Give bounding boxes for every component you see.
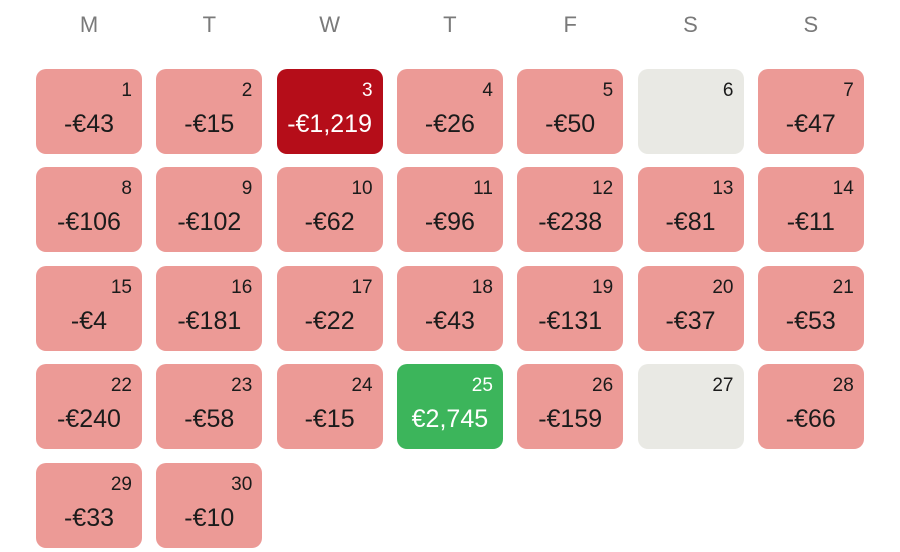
day-amount: -€15 — [184, 110, 235, 138]
day-number: 20 — [712, 276, 734, 298]
day-number: 11 — [473, 178, 493, 200]
day-amount: -€62 — [304, 208, 355, 237]
day-amount: -€22 — [304, 306, 355, 335]
day-amount: -€26 — [424, 110, 475, 138]
day-cell[interactable]: 6 — [637, 69, 744, 154]
day-cell[interactable]: 3 -€1,219 — [276, 69, 383, 154]
day-amount: -€47 — [785, 110, 836, 138]
day-cell[interactable]: 29 -€33 — [36, 462, 142, 548]
day-number: 19 — [592, 276, 614, 298]
day-number: 28 — [832, 375, 854, 397]
day-amount: -€4 — [70, 306, 108, 335]
day-amount: -€238 — [538, 208, 603, 237]
day-amount: -€81 — [665, 208, 716, 237]
day-number: 26 — [592, 375, 614, 397]
day-number: 14 — [832, 178, 854, 200]
day-cell[interactable]: 18 -€43 — [396, 265, 503, 351]
day-cell[interactable]: 23 -€58 — [156, 364, 263, 450]
day-number: 12 — [592, 178, 614, 200]
day-cell[interactable]: 19 -€131 — [517, 265, 624, 351]
day-number: 15 — [110, 276, 132, 298]
weekday-label: T — [202, 12, 217, 37]
day-number: 23 — [231, 375, 253, 397]
day-number: 4 — [482, 80, 493, 101]
day-amount: -€240 — [57, 405, 121, 434]
day-number: 10 — [351, 178, 373, 200]
day-number: 3 — [362, 80, 373, 101]
day-cell[interactable]: 26 -€159 — [517, 364, 624, 450]
day-cell[interactable]: 2 -€15 — [156, 69, 263, 154]
day-cell[interactable]: 1 -€43 — [36, 69, 142, 154]
day-number: 2 — [241, 80, 253, 101]
day-amount: -€131 — [538, 306, 603, 335]
day-cell[interactable]: 25 €2,745 — [396, 364, 503, 450]
day-amount: -€53 — [785, 306, 836, 335]
day-amount: -€11 — [786, 208, 835, 237]
day-cell[interactable]: 14 -€11 — [757, 167, 864, 253]
day-number: 30 — [231, 473, 253, 495]
day-number: 18 — [471, 276, 493, 298]
day-amount: -€96 — [424, 208, 475, 237]
day-cell[interactable]: 11 -€96 — [396, 167, 503, 253]
weekday-label: T — [443, 12, 457, 37]
day-cell[interactable]: 21 -€53 — [757, 265, 864, 351]
day-cell[interactable]: 7 -€47 — [757, 69, 864, 154]
day-cell[interactable]: 30 -€10 — [156, 462, 263, 548]
day-number: 25 — [471, 375, 493, 397]
day-amount: -€58 — [184, 405, 235, 434]
day-amount: -€15 — [304, 405, 355, 434]
day-amount: -€1,219 — [287, 110, 372, 138]
day-cell[interactable]: 22 -€240 — [36, 364, 142, 450]
day-number: 8 — [121, 178, 132, 200]
day-amount: -€102 — [177, 208, 242, 237]
weekday-label: S — [803, 12, 819, 37]
day-number: 21 — [832, 276, 854, 298]
day-number: 29 — [110, 473, 132, 495]
day-amount: -€181 — [177, 306, 242, 335]
day-number: 27 — [712, 375, 734, 397]
day-cell[interactable]: 8 -€106 — [36, 167, 142, 253]
day-number: 16 — [231, 276, 253, 298]
day-number: 9 — [241, 178, 253, 200]
day-number: 6 — [722, 80, 734, 101]
weekday-label: M — [79, 12, 99, 37]
day-cell[interactable]: 5 -€50 — [517, 69, 624, 154]
day-number: 22 — [110, 375, 132, 397]
day-cell[interactable]: 15 -€4 — [36, 265, 142, 351]
day-cell[interactable]: 17 -€22 — [276, 265, 383, 351]
day-cell[interactable]: 20 -€37 — [637, 265, 744, 351]
weekday-label: S — [683, 12, 698, 37]
day-amount: €2,745 — [411, 405, 489, 434]
day-cell[interactable]: 28 -€66 — [757, 364, 864, 450]
day-number: 24 — [351, 375, 373, 397]
weekday-label: F — [563, 12, 577, 37]
day-number: 13 — [712, 178, 734, 200]
day-amount: -€43 — [63, 110, 115, 138]
day-cell[interactable]: 24 -€15 — [276, 364, 383, 450]
day-cell[interactable]: 27 — [637, 364, 744, 450]
day-amount: -€10 — [184, 503, 235, 532]
day-amount: -€159 — [538, 405, 603, 434]
day-number: 1 — [121, 80, 132, 101]
day-cell[interactable]: 12 -€238 — [517, 167, 624, 253]
day-amount: -€37 — [665, 306, 716, 335]
day-cell[interactable]: 13 -€81 — [637, 167, 744, 253]
day-number: 7 — [843, 80, 854, 101]
day-cell[interactable]: 9 -€102 — [156, 167, 263, 253]
day-amount: -€43 — [424, 306, 475, 335]
day-number: 5 — [602, 80, 614, 101]
day-amount: -€50 — [545, 110, 596, 138]
day-cell[interactable]: 10 -€62 — [276, 167, 383, 253]
day-amount: -€33 — [63, 503, 115, 532]
day-cell[interactable]: 4 -€26 — [396, 69, 503, 154]
day-amount: -€106 — [57, 208, 121, 237]
weekday-label: W — [319, 12, 340, 37]
day-number: 17 — [351, 276, 373, 298]
day-cell[interactable]: 16 -€181 — [156, 265, 263, 351]
day-amount: -€66 — [785, 405, 836, 434]
